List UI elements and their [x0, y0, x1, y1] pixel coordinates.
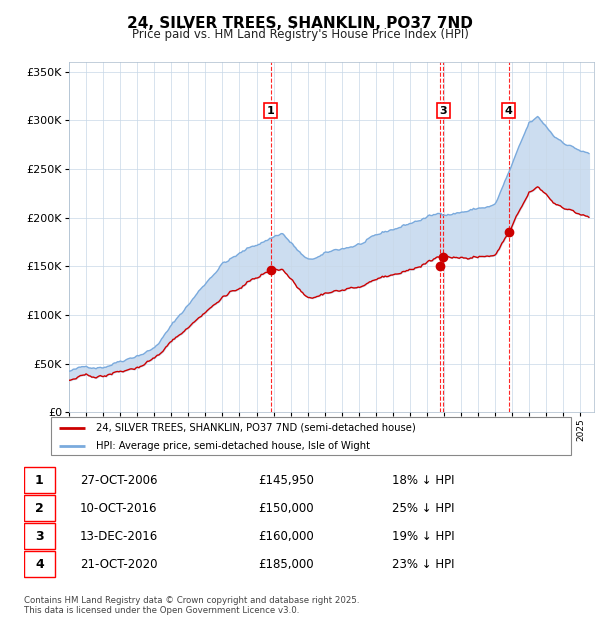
Text: 4: 4 [35, 557, 44, 570]
Text: Price paid vs. HM Land Registry's House Price Index (HPI): Price paid vs. HM Land Registry's House … [131, 28, 469, 41]
Text: 1: 1 [267, 105, 275, 116]
Text: 3: 3 [440, 105, 447, 116]
Text: Contains HM Land Registry data © Crown copyright and database right 2025.: Contains HM Land Registry data © Crown c… [24, 596, 359, 606]
Text: 10-OCT-2016: 10-OCT-2016 [80, 502, 157, 515]
FancyBboxPatch shape [24, 551, 55, 577]
Text: HPI: Average price, semi-detached house, Isle of Wight: HPI: Average price, semi-detached house,… [95, 441, 370, 451]
Text: £145,950: £145,950 [259, 474, 314, 487]
Text: 18% ↓ HPI: 18% ↓ HPI [392, 474, 455, 487]
Text: 2: 2 [35, 502, 44, 515]
Text: £185,000: £185,000 [259, 557, 314, 570]
Text: 1: 1 [35, 474, 44, 487]
FancyBboxPatch shape [24, 495, 55, 521]
Text: 24, SILVER TREES, SHANKLIN, PO37 7ND: 24, SILVER TREES, SHANKLIN, PO37 7ND [127, 16, 473, 30]
Text: This data is licensed under the Open Government Licence v3.0.: This data is licensed under the Open Gov… [24, 606, 299, 616]
Text: 4: 4 [505, 105, 513, 116]
Text: 19% ↓ HPI: 19% ↓ HPI [392, 529, 455, 542]
Text: 13-DEC-2016: 13-DEC-2016 [80, 529, 158, 542]
Text: 24, SILVER TREES, SHANKLIN, PO37 7ND (semi-detached house): 24, SILVER TREES, SHANKLIN, PO37 7ND (se… [95, 423, 415, 433]
Text: 3: 3 [35, 529, 44, 542]
Text: 27-OCT-2006: 27-OCT-2006 [80, 474, 157, 487]
Text: 21-OCT-2020: 21-OCT-2020 [80, 557, 157, 570]
Text: £160,000: £160,000 [259, 529, 314, 542]
Text: £150,000: £150,000 [259, 502, 314, 515]
FancyBboxPatch shape [50, 417, 571, 455]
Text: 25% ↓ HPI: 25% ↓ HPI [392, 502, 455, 515]
Text: 23% ↓ HPI: 23% ↓ HPI [392, 557, 455, 570]
FancyBboxPatch shape [24, 523, 55, 549]
FancyBboxPatch shape [24, 467, 55, 494]
